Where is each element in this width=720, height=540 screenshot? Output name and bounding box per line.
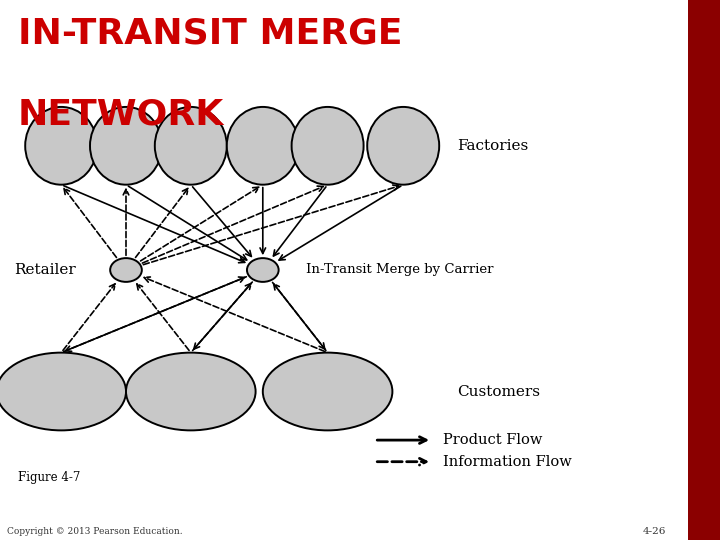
Text: NETWORK: NETWORK	[18, 97, 224, 131]
Bar	[688, 0, 720, 540]
Text: Figure 4-7: Figure 4-7	[18, 471, 81, 484]
Text: Customers: Customers	[457, 384, 540, 399]
Text: 4-26: 4-26	[643, 526, 666, 536]
Text: IN-TRANSIT MERGE: IN-TRANSIT MERGE	[18, 16, 402, 50]
Circle shape	[247, 258, 279, 282]
Ellipse shape	[126, 353, 256, 430]
Ellipse shape	[367, 107, 439, 185]
Ellipse shape	[155, 107, 227, 185]
Text: Retailer: Retailer	[14, 263, 76, 277]
Ellipse shape	[25, 107, 97, 185]
Ellipse shape	[227, 107, 299, 185]
Ellipse shape	[263, 353, 392, 430]
Text: Information Flow: Information Flow	[443, 455, 572, 469]
Text: Product Flow: Product Flow	[443, 433, 542, 447]
Text: Factories: Factories	[457, 139, 528, 153]
Text: Copyright © 2013 Pearson Education.: Copyright © 2013 Pearson Education.	[7, 526, 183, 536]
Ellipse shape	[0, 353, 126, 430]
Ellipse shape	[292, 107, 364, 185]
Circle shape	[110, 258, 142, 282]
Text: In-Transit Merge by Carrier: In-Transit Merge by Carrier	[306, 264, 493, 276]
Ellipse shape	[90, 107, 162, 185]
